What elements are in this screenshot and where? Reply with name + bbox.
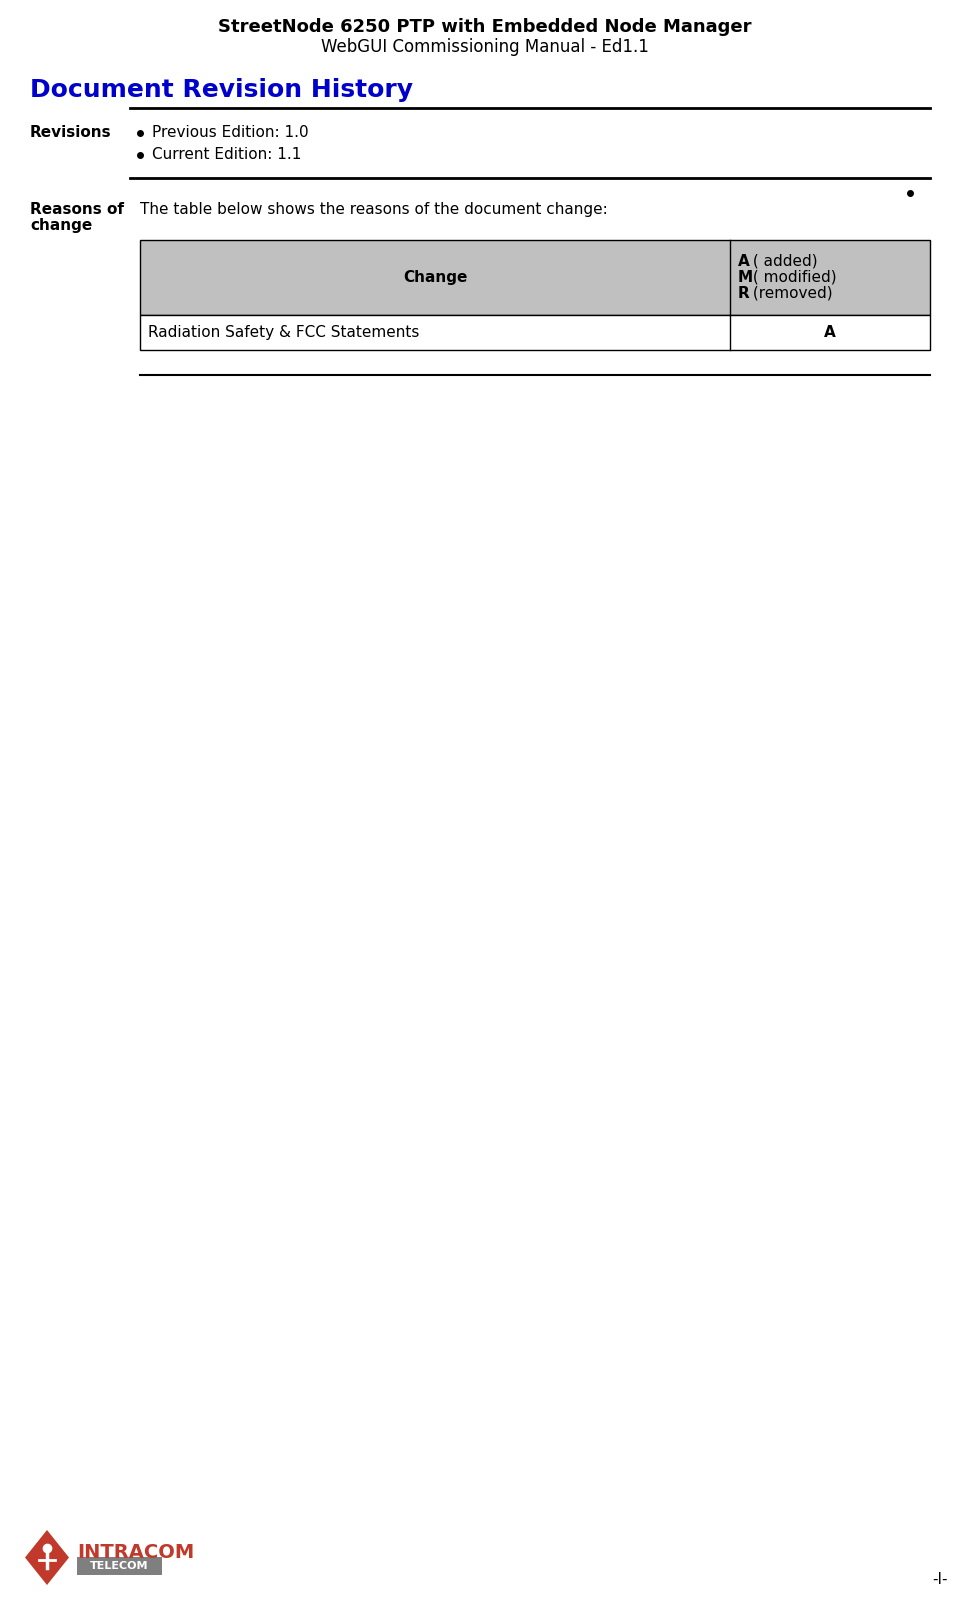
Polygon shape <box>25 1529 69 1585</box>
Text: INTRACOM: INTRACOM <box>77 1542 194 1561</box>
Text: ( modified): ( modified) <box>748 270 836 284</box>
Text: Change: Change <box>403 270 467 284</box>
Text: Document Revision History: Document Revision History <box>30 78 413 102</box>
Text: Reasons of: Reasons of <box>30 201 124 217</box>
Bar <box>140 315 930 350</box>
Text: Current Edition: 1.1: Current Edition: 1.1 <box>152 147 301 161</box>
Text: change: change <box>30 217 92 233</box>
Text: TELECOM: TELECOM <box>90 1561 148 1571</box>
Text: WebGUI Commissioning Manual - Ed1.1: WebGUI Commissioning Manual - Ed1.1 <box>321 38 648 56</box>
Text: A: A <box>738 254 750 268</box>
Text: (removed): (removed) <box>748 286 832 300</box>
Text: A: A <box>824 324 836 340</box>
Bar <box>140 240 930 315</box>
Bar <box>77 1556 162 1576</box>
Text: -I-: -I- <box>932 1572 948 1587</box>
Text: ( added): ( added) <box>748 254 818 268</box>
Text: StreetNode 6250 PTP with Embedded Node Manager: StreetNode 6250 PTP with Embedded Node M… <box>218 18 751 37</box>
Text: Previous Edition: 1.0: Previous Edition: 1.0 <box>152 125 308 141</box>
Text: The table below shows the reasons of the document change:: The table below shows the reasons of the… <box>140 201 608 217</box>
Text: Radiation Safety & FCC Statements: Radiation Safety & FCC Statements <box>148 324 420 340</box>
Text: R: R <box>738 286 750 300</box>
Text: M: M <box>738 270 753 284</box>
Text: Revisions: Revisions <box>30 125 111 141</box>
